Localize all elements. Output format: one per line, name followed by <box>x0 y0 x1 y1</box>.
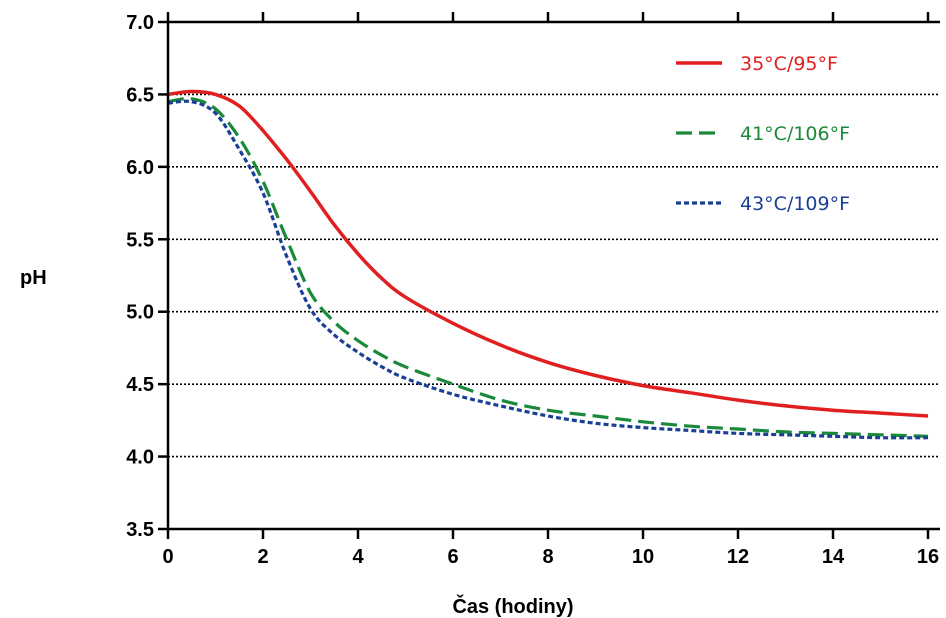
x-tick-label-1: 2 <box>257 546 268 568</box>
x-tick-label-8: 16 <box>917 546 939 568</box>
x-tick-label-3: 6 <box>447 546 458 568</box>
series-line-0 <box>167 89 929 418</box>
y-tick-label-6: 6.5 <box>126 84 154 106</box>
gridlines <box>168 93 940 458</box>
y-tick-label-4: 5.5 <box>126 229 154 251</box>
y-axis-title: pH <box>20 267 47 289</box>
legend-label-1: 41°C/106°F <box>740 123 850 145</box>
tick-labels: 3.5 4.0 4.5 5.0 5.5 6.0 6.5 7.0 0 2 4 6 8 10 12 14 16 <box>126 12 939 568</box>
y-tick-label-0: 3.5 <box>126 519 154 541</box>
series-line-2 <box>167 99 929 440</box>
legend: 35°C/95°F 41°C/106°F 43°C/109°F <box>676 53 850 215</box>
x-tick-label-7: 14 <box>822 546 845 568</box>
y-tick-label-3: 5.0 <box>126 302 154 324</box>
y-tick-label-2: 4.5 <box>126 374 154 396</box>
x-tick-label-2: 4 <box>352 546 364 568</box>
y-tick-label-1: 4.0 <box>126 447 154 469</box>
x-tick-label-6: 12 <box>727 546 749 568</box>
y-tick-label-5: 6.0 <box>126 157 154 179</box>
legend-label-2: 43°C/109°F <box>740 193 850 215</box>
y-tick-label-7: 7.0 <box>126 12 154 34</box>
series-line-1 <box>167 96 929 438</box>
axes <box>158 12 940 539</box>
legend-label-0: 35°C/95°F <box>740 53 838 75</box>
x-tick-label-4: 8 <box>542 546 553 568</box>
x-tick-label-5: 10 <box>632 546 654 568</box>
series-lines <box>167 89 929 440</box>
x-tick-label-0: 0 <box>162 546 173 568</box>
x-axis-title: Čas (hodiny) <box>452 594 573 618</box>
